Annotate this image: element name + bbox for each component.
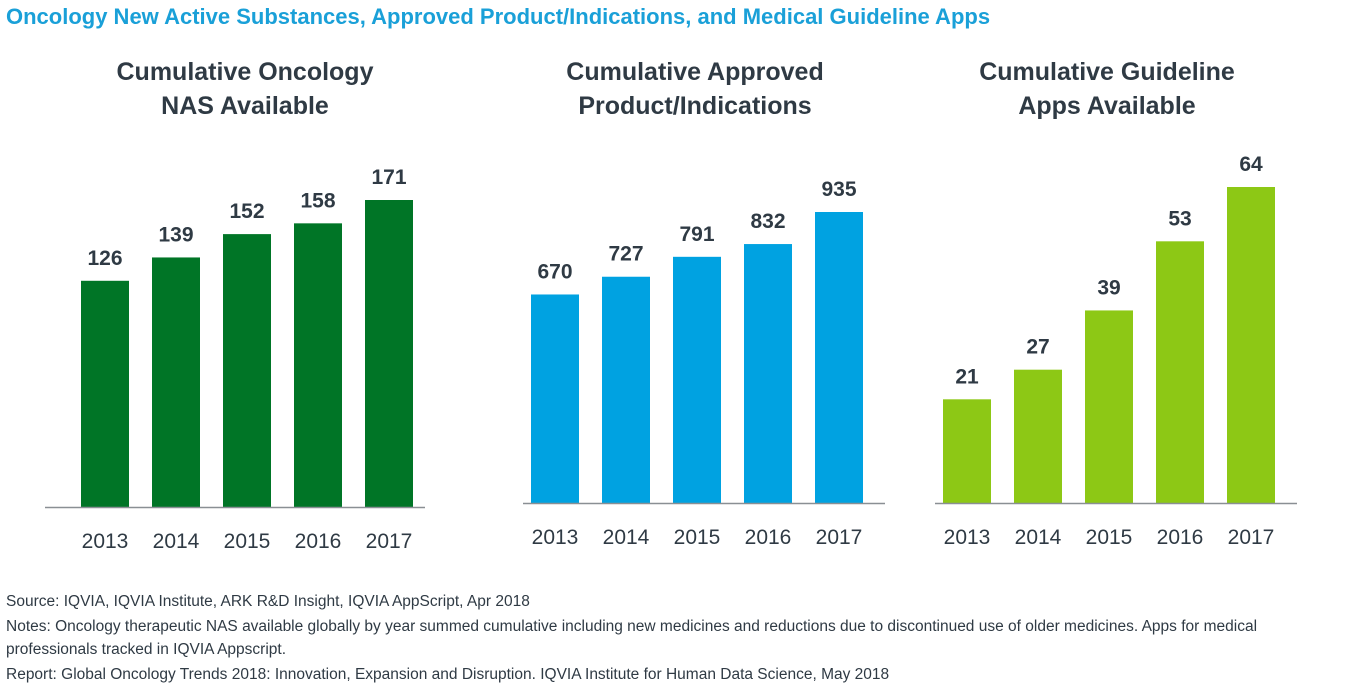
tick-label-2014: 2014 <box>603 526 650 549</box>
chart-oncology-nas: Cumulative Oncology NAS Available 126 201… <box>35 55 455 555</box>
bar-2016 <box>744 244 792 503</box>
tick-label-2015: 2015 <box>674 526 721 549</box>
chart-title-line-2: Apps Available <box>1018 92 1196 120</box>
tick-label-2014: 2014 <box>153 530 200 553</box>
bar-2017 <box>815 212 863 503</box>
page-title: Oncology New Active Substances, Approved… <box>6 4 991 29</box>
data-label-2017: 935 <box>821 178 856 201</box>
tick-label-2013: 2013 <box>944 526 991 549</box>
chart-title-line-2: Product/Indications <box>578 92 812 120</box>
data-label-2013: 670 <box>537 260 572 283</box>
bar-2015 <box>1085 310 1133 503</box>
data-label-2017: 64 <box>1239 153 1263 176</box>
tick-label-2017: 2017 <box>366 530 413 553</box>
chart-title: Cumulative Guideline Apps Available <box>897 55 1317 123</box>
tick-label-2013: 2013 <box>532 526 579 549</box>
bar-chart-svg: 21 2013 27 2014 39 2015 53 2016 64 2017 <box>935 153 1297 549</box>
notes-text: Notes: Oncology therapeutic NAS availabl… <box>6 618 1258 658</box>
tick-label-2015: 2015 <box>1086 526 1133 549</box>
chart-approved-indications: Cumulative Approved Product/Indications … <box>485 55 905 555</box>
bar-2015 <box>223 234 271 507</box>
bar-2016 <box>1156 241 1204 503</box>
data-label-2014: 27 <box>1026 336 1049 359</box>
bar-2014 <box>1014 369 1062 503</box>
tick-label-2017: 2017 <box>1228 526 1275 549</box>
tick-label-2013: 2013 <box>82 530 129 553</box>
source-note: Source: IQVIA, IQVIA Institute, ARK R&D … <box>6 593 530 610</box>
data-label-2017: 171 <box>371 166 406 189</box>
footnotes: Source: IQVIA, IQVIA Institute, ARK R&D … <box>6 590 1346 688</box>
bar-2013 <box>531 294 579 503</box>
chart-title-line-2: NAS Available <box>161 92 329 120</box>
bar-2013 <box>943 399 991 503</box>
tick-label-2016: 2016 <box>295 530 342 553</box>
bar-2013 <box>81 280 129 507</box>
bar-chart-svg: 126 2013 139 2014 152 2015 158 2016 171 2017 <box>45 166 425 553</box>
chart-title: Cumulative Approved Product/Indications <box>485 55 905 123</box>
chart-guideline-apps: Cumulative Guideline Apps Available 21 20… <box>897 55 1317 555</box>
bar-2017 <box>365 200 413 507</box>
data-label-2016: 158 <box>300 189 335 212</box>
data-label-2015: 791 <box>679 223 714 246</box>
chart-title-line-1: Cumulative Guideline <box>979 58 1235 86</box>
chart-title: Cumulative Oncology NAS Available <box>35 55 455 123</box>
data-label-2014: 727 <box>608 243 643 266</box>
data-label-2015: 152 <box>229 200 264 223</box>
report-note: Report: Global Oncology Trends 2018: Inn… <box>6 666 890 683</box>
tick-label-2015: 2015 <box>224 530 271 553</box>
bar-2017 <box>1227 187 1275 503</box>
data-label-2016: 53 <box>1168 207 1191 230</box>
data-label-2015: 39 <box>1097 276 1120 299</box>
bar-2015 <box>673 256 721 503</box>
tick-label-2014: 2014 <box>1015 526 1062 549</box>
bar-chart-svg: 670 2013 727 2014 791 2015 832 2016 935 2017 <box>523 178 885 549</box>
bar-2014 <box>602 276 650 503</box>
data-label-2013: 126 <box>87 247 122 270</box>
bar-2016 <box>294 223 342 508</box>
data-label-2013: 21 <box>955 365 979 388</box>
data-label-2014: 139 <box>158 223 193 246</box>
chart-title-line-1: Cumulative Approved <box>566 58 824 86</box>
chart-title-line-1: Cumulative Oncology <box>116 58 374 86</box>
data-label-2016: 832 <box>750 210 785 233</box>
tick-label-2016: 2016 <box>745 526 792 549</box>
tick-label-2016: 2016 <box>1157 526 1204 549</box>
bar-2014 <box>152 257 200 507</box>
tick-label-2017: 2017 <box>816 526 863 549</box>
